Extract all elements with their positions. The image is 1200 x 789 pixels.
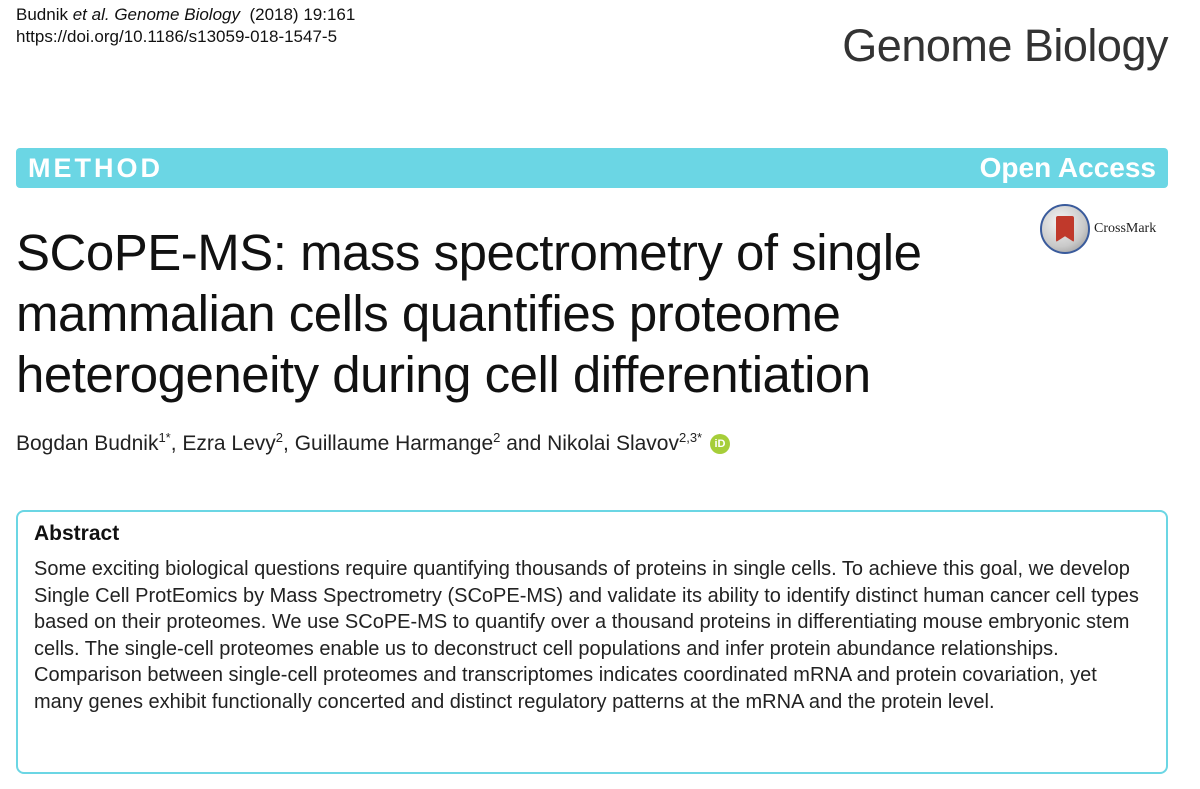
title-line: SCoPE-MS: mass spectrometry of single [16,224,922,281]
author-name[interactable]: Bogdan Budnik [16,432,159,455]
author-affiliation: 2,3* [678,430,703,445]
author-name[interactable]: Ezra Levy [182,432,276,455]
crossmark-icon [1040,204,1090,254]
author-affiliation: 1* [158,430,171,445]
journal-logo: Genome Biology [842,20,1168,71]
author-separator: and [500,432,548,455]
article-type: METHOD [28,152,163,183]
article-type-banner: METHOD Open Access [16,148,1168,188]
author-separator: , [283,432,295,455]
author-name[interactable]: Guillaume Harmange [294,432,494,455]
author-name[interactable]: Nikolai Slavov [547,432,679,455]
author-affiliation: 2 [275,430,284,445]
title-line: mammalian cells quantifies proteome [16,285,841,342]
citation-et-al: et al. [72,5,110,24]
title-line: heterogeneity during cell differentiatio… [16,346,871,403]
abstract-box: Abstract Some exciting biological questi… [16,510,1168,774]
orcid-icon[interactable]: iD [709,434,730,455]
author-list: Bogdan Budnik1*, Ezra Levy2, Guillaume H… [16,430,730,456]
abstract-text: Some exciting biological questions requi… [34,558,1139,713]
article-title: SCoPE-MS: mass spectrometry of single ma… [16,222,1016,405]
abstract-heading: Abstract [34,522,120,545]
citation-header: Budnik et al. Genome Biology (2018) 19:1… [16,4,355,48]
citation-journal: Genome Biology [114,5,240,24]
author-separator: , [170,432,183,455]
crossmark-button[interactable]: CrossMark [1040,204,1156,254]
citation-authors: Budnik [16,5,68,24]
crossmark-label: CrossMark [1094,221,1157,236]
open-access-label: Open Access [979,152,1156,183]
doi-link[interactable]: https://doi.org/10.1186/s13059-018-1547-… [16,27,338,46]
author-affiliation: 2 [493,430,501,445]
citation-year-volume: (2018) 19:161 [249,5,356,24]
